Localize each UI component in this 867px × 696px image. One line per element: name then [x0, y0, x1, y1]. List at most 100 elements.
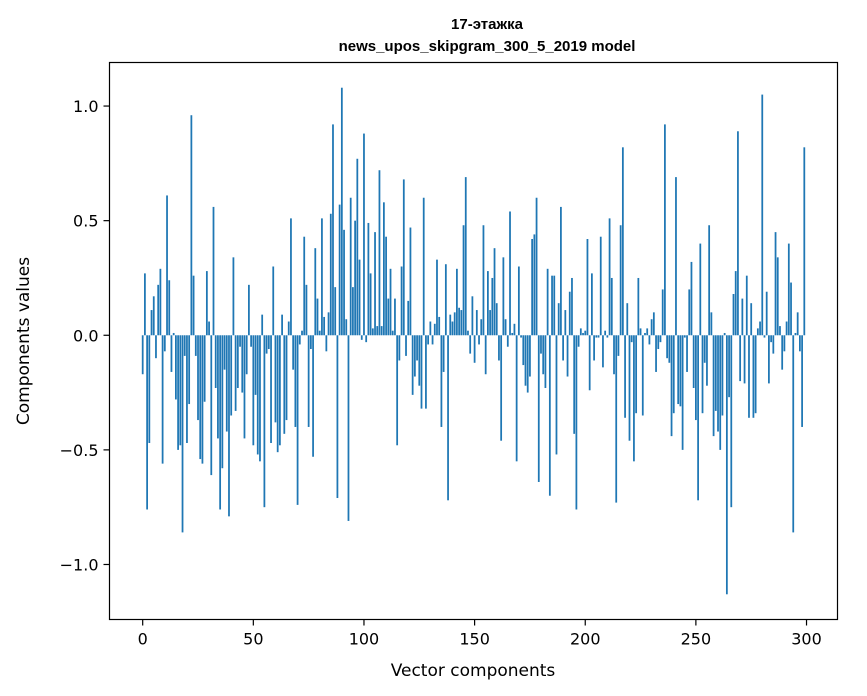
bar-165	[506, 335, 509, 347]
bar-192	[566, 335, 569, 377]
bar-255	[706, 335, 708, 386]
bar-15	[175, 335, 177, 400]
bar-65	[285, 335, 288, 421]
bar-229	[648, 335, 651, 345]
bar-238	[668, 335, 671, 363]
bar-88	[336, 335, 339, 499]
bar-45	[241, 335, 244, 393]
bar-242	[677, 335, 680, 405]
bar-39	[228, 335, 230, 517]
bar-224	[637, 277, 640, 336]
bar-151	[475, 310, 478, 336]
bar-250	[695, 335, 697, 421]
bar-51	[254, 335, 257, 395]
bar-154	[482, 225, 485, 336]
bar-144	[460, 310, 463, 336]
bar-77	[312, 335, 314, 457]
bar-190	[562, 335, 564, 361]
bar-19	[183, 335, 186, 356]
y-tick-label: 1.0	[73, 97, 98, 116]
bar-112	[389, 268, 392, 336]
bar-293	[790, 282, 792, 336]
bar-285	[772, 335, 775, 354]
bar-253	[701, 335, 704, 414]
bar-299	[803, 147, 806, 336]
bar-29	[205, 271, 208, 336]
bar-68	[292, 335, 295, 370]
bar-48	[248, 284, 250, 336]
bar-267	[732, 294, 735, 336]
bar-129	[427, 335, 430, 345]
bar-137	[444, 264, 447, 336]
bar-46	[243, 335, 246, 439]
bar-7	[157, 284, 160, 336]
bar-297	[799, 335, 801, 352]
bar-5	[152, 296, 155, 336]
bar-31	[210, 335, 213, 476]
bar-20	[186, 335, 188, 443]
bar-212	[610, 277, 613, 336]
bar-4	[150, 310, 153, 336]
bar-295	[794, 332, 797, 336]
bar-216	[619, 225, 622, 336]
bar-73	[303, 236, 306, 336]
bar-100	[363, 133, 365, 336]
bar-288	[779, 326, 781, 336]
bar-286	[774, 232, 777, 336]
bar-123	[413, 335, 416, 377]
x-tick-label: 200	[570, 630, 601, 649]
x-tick-label: 100	[349, 630, 380, 649]
bar-170	[517, 266, 520, 336]
bar-203	[591, 273, 593, 336]
bar-79	[316, 298, 319, 336]
bar-264	[725, 335, 728, 595]
bar-184	[548, 335, 551, 496]
bar-200	[584, 330, 587, 336]
bar-106	[376, 326, 379, 336]
bar-27	[201, 335, 204, 464]
bar-35	[219, 335, 222, 510]
bar-16	[177, 335, 179, 450]
bar-95	[352, 287, 354, 336]
bar-162	[500, 335, 503, 441]
bar-121	[409, 227, 412, 336]
bar-96	[354, 220, 356, 336]
bar-292	[787, 243, 790, 336]
bar-169	[515, 335, 518, 462]
bar-3	[148, 335, 151, 443]
bar-22	[190, 115, 193, 336]
bar-128	[425, 335, 427, 409]
bar-122	[411, 335, 414, 395]
bar-160	[495, 303, 498, 336]
bar-265	[728, 335, 730, 398]
x-tick-label: 250	[681, 630, 712, 649]
bar-85	[329, 213, 332, 336]
bar-40	[230, 335, 233, 416]
bar-174	[526, 335, 529, 393]
bar-17	[179, 335, 182, 446]
bar-198	[579, 328, 582, 336]
bar-0	[141, 335, 144, 375]
bar-173	[524, 335, 527, 386]
bar-175	[529, 335, 531, 377]
bar-1	[144, 273, 146, 336]
bar-59	[272, 266, 275, 336]
bar-153	[480, 319, 483, 336]
bar-230	[650, 319, 653, 336]
bar-13	[170, 335, 173, 372]
bar-150	[473, 335, 476, 363]
bar-213	[613, 335, 615, 375]
bar-155	[484, 335, 487, 375]
bar-118	[402, 179, 405, 336]
bar-119	[405, 335, 407, 356]
bar-91	[343, 229, 345, 336]
bar-167	[511, 332, 514, 336]
bar-163	[502, 257, 505, 336]
bar-21	[188, 335, 191, 405]
bar-254	[703, 335, 706, 363]
bar-233	[657, 335, 660, 350]
bar-75	[307, 335, 310, 427]
bar-262	[721, 335, 724, 416]
bar-261	[719, 335, 722, 450]
bar-140	[451, 321, 454, 336]
